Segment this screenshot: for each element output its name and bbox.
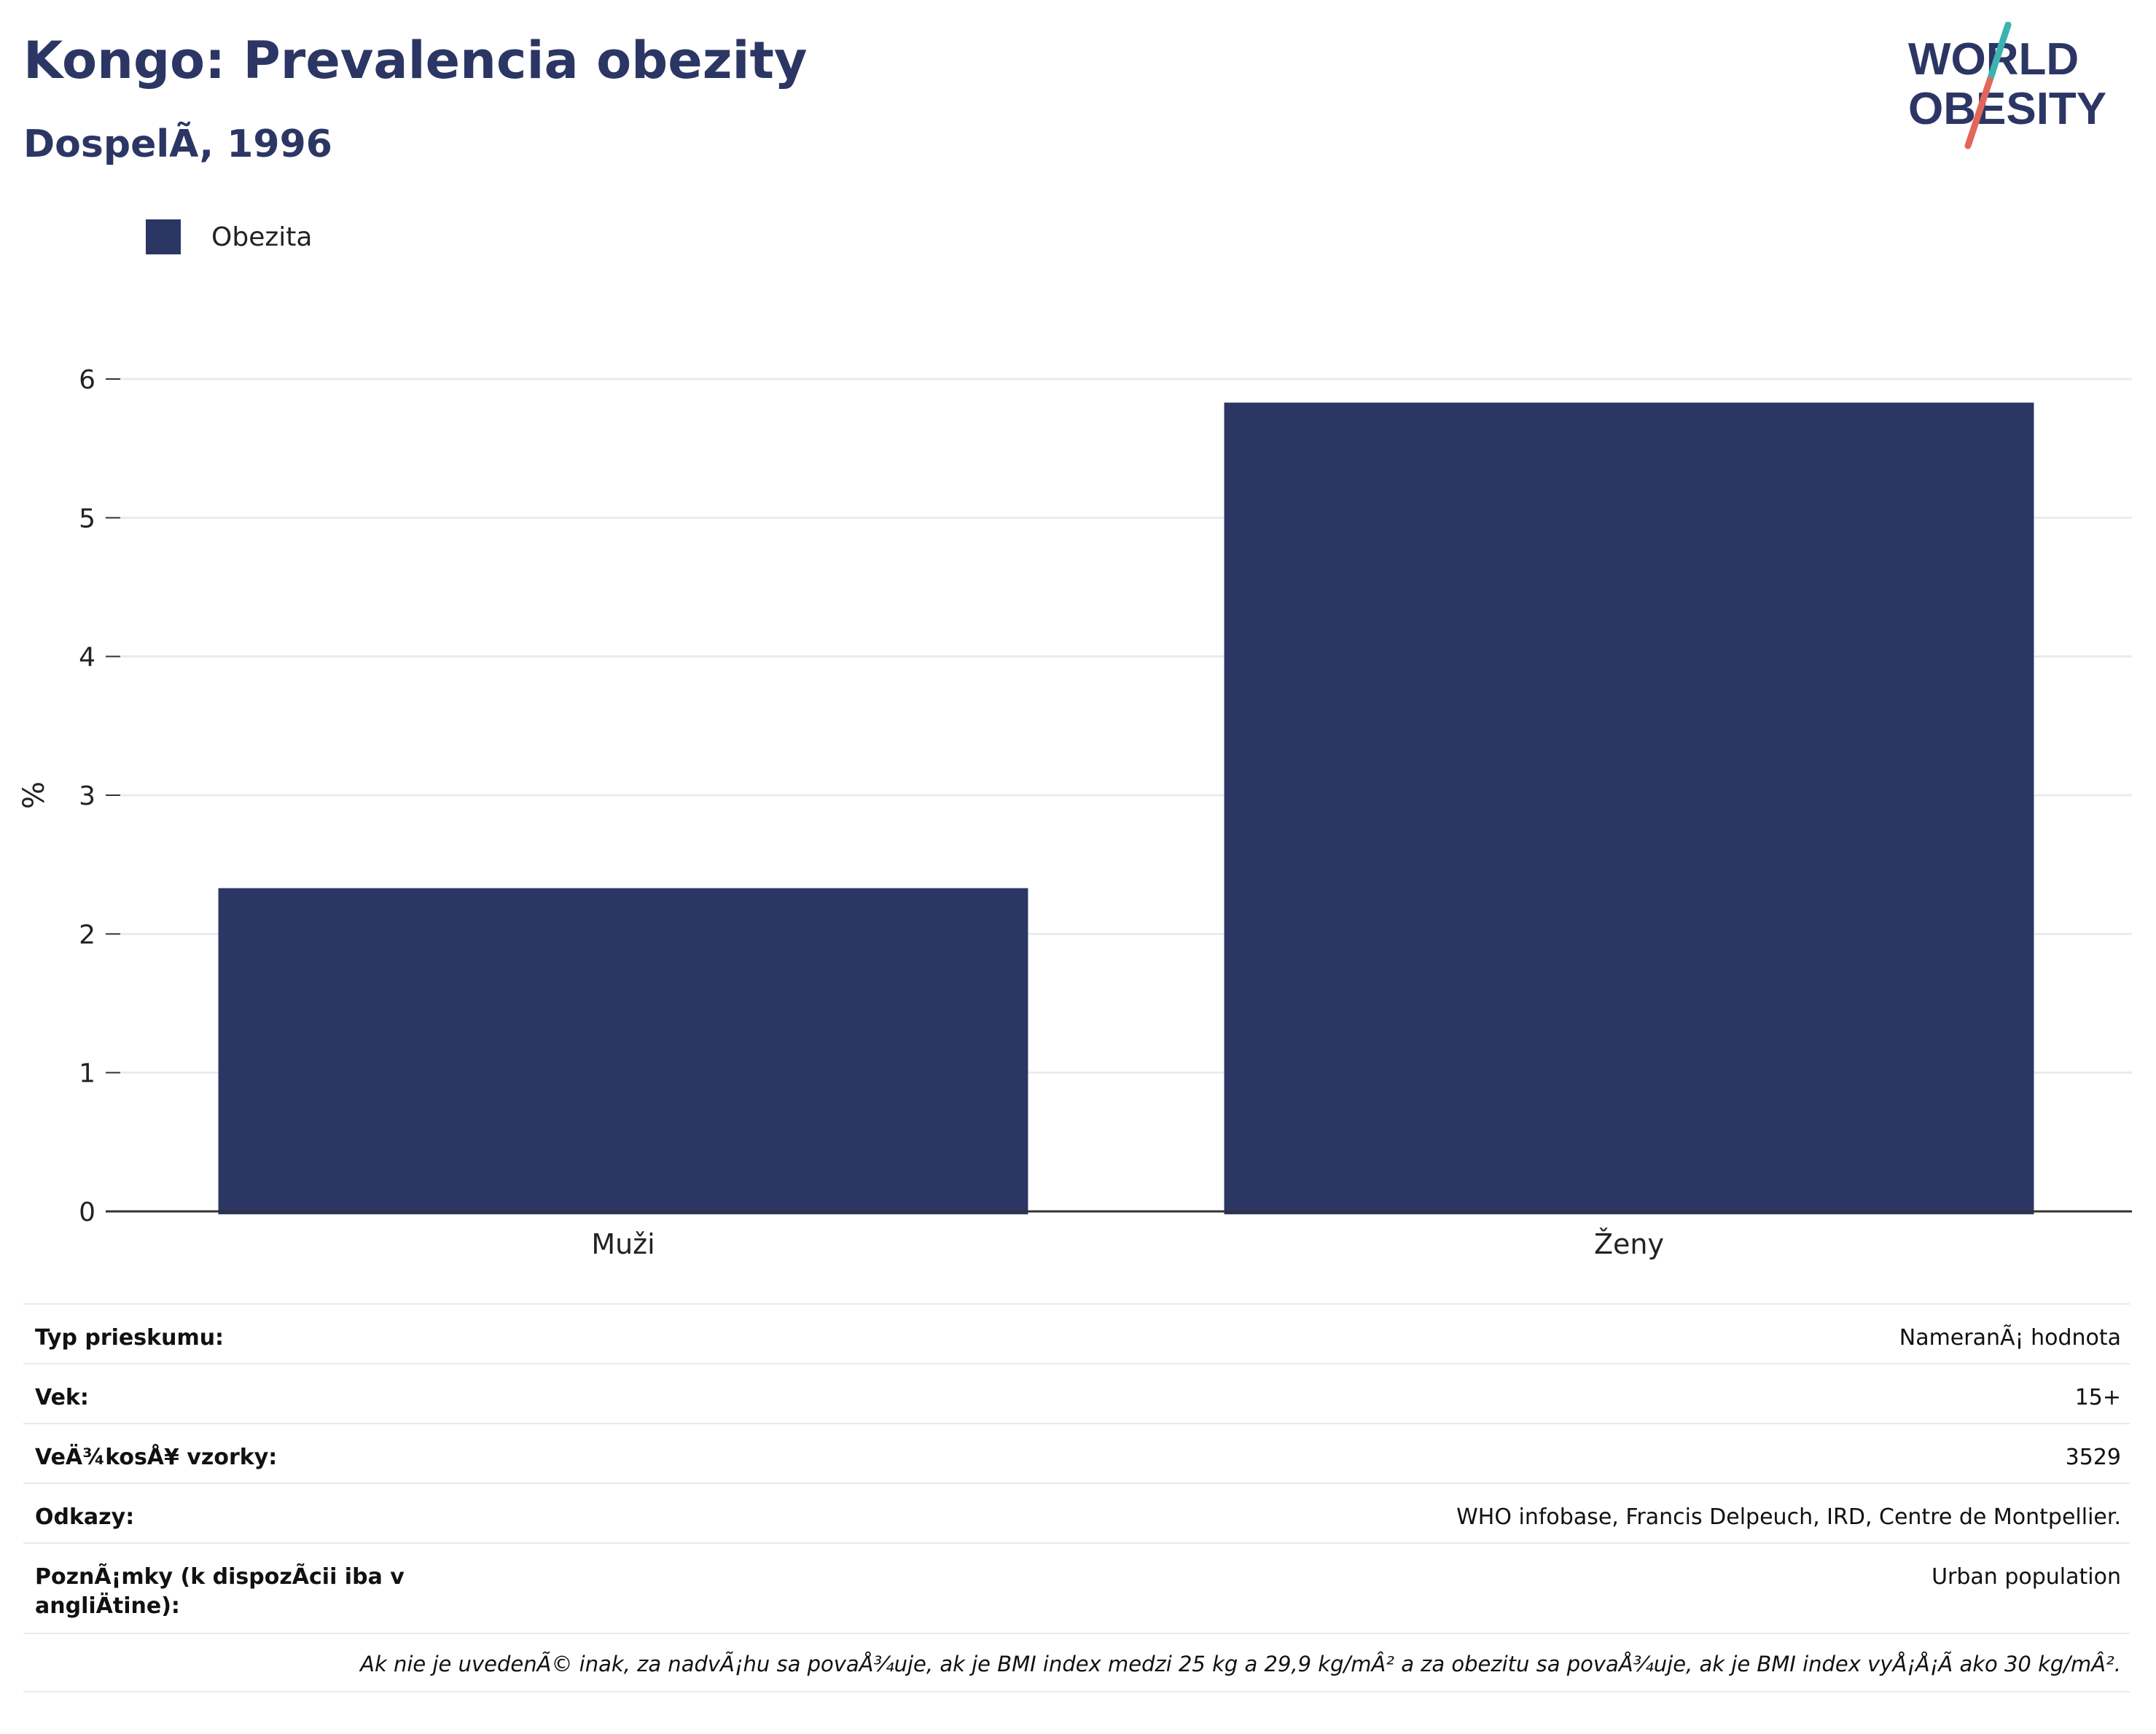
y-axis-ticks: 0 1 2 3 4 5 6: [79, 365, 120, 1227]
info-value: Urban population: [1932, 1563, 2121, 1592]
y-tick-label: 6: [79, 365, 95, 395]
info-value: 3529: [2066, 1443, 2121, 1472]
info-value: WHO infobase, Francis Delpeuch, IRD, Cen…: [1456, 1503, 2121, 1532]
info-row-notes: PoznÃ¡mky (k dispozÃcii iba v angliÄtin…: [23, 1542, 2130, 1633]
bmi-definition-note-row: Ak nie je uvedenÃ© inak, za nadvÃ¡hu sa …: [23, 1633, 2130, 1692]
x-tick-label: Ženy: [1594, 1228, 1664, 1260]
legend-label-obezita: Obezita: [211, 222, 312, 252]
bars: [219, 402, 2034, 1214]
y-tick-label: 0: [79, 1198, 95, 1227]
x-axis-ticks: Muži Ženy: [591, 1228, 1664, 1260]
y-tick-label: 3: [79, 781, 95, 811]
x-tick-label: Muži: [591, 1228, 655, 1260]
info-value: 15+: [2075, 1383, 2121, 1413]
y-tick-label: 2: [79, 920, 95, 950]
info-value: NameranÃ¡ hodnota: [1899, 1324, 2121, 1353]
chart-legend[interactable]: Obezita: [146, 219, 312, 255]
world-obesity-logo: WORLD OBESITY: [1895, 22, 2143, 153]
survey-info-table: Typ prieskumu: NameranÃ¡ hodnota Vek: 15…: [23, 1303, 2130, 1692]
y-tick-label: 4: [79, 643, 95, 673]
y-tick-label: 5: [79, 504, 95, 534]
bar-muzi[interactable]: [219, 889, 1028, 1214]
legend-swatch-obezita: [146, 219, 181, 254]
info-row-age: Vek: 15+: [23, 1363, 2130, 1423]
info-row-survey-type: Typ prieskumu: NameranÃ¡ hodnota: [23, 1303, 2130, 1363]
info-key: Typ prieskumu:: [35, 1324, 545, 1353]
info-key: PoznÃ¡mky (k dispozÃcii iba v angliÄtin…: [35, 1563, 545, 1621]
y-tick-label: 1: [79, 1059, 95, 1089]
bar-chart: 0 1 2 3 4 5 6 Muži Ženy %: [0, 335, 2156, 1268]
info-row-sample-size: VeÄ¾kosÅ¥ vzorky: 3529: [23, 1423, 2130, 1483]
chart-subtitle: DospelÃ, 1996: [23, 122, 332, 166]
chart-title: Kongo: Prevalencia obezity: [23, 31, 808, 90]
bar-zeny[interactable]: [1225, 402, 2034, 1214]
info-row-references: Odkazy: WHO infobase, Francis Delpeuch, …: [23, 1483, 2130, 1542]
y-axis-label: %: [17, 781, 51, 809]
bmi-definition-note: Ak nie je uvedenÃ© inak, za nadvÃ¡hu sa …: [360, 1652, 2121, 1676]
logo-word-obesity: OBESITY: [1908, 84, 2106, 134]
info-key: Odkazy:: [35, 1503, 545, 1532]
info-key: VeÄ¾kosÅ¥ vzorky:: [35, 1443, 545, 1472]
info-key: Vek:: [35, 1383, 545, 1413]
